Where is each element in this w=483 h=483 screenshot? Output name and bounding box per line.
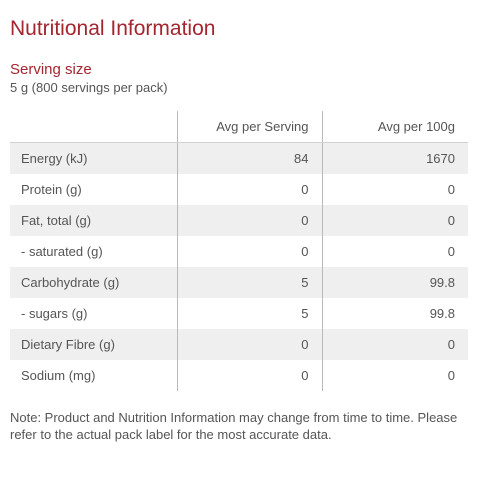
per-serving-value: 5 (176, 267, 322, 298)
table-row: Protein (g) 0 0 (10, 174, 468, 205)
per-100g-value: 0 (321, 360, 468, 391)
nutrient-name: - sugars (g) (21, 306, 88, 321)
table-row: Fat, total (g) 0 0 (10, 205, 468, 236)
per-100g-value: 99.8 (321, 267, 468, 298)
per-100g-value: 99.8 (321, 298, 468, 329)
nutrient-name: Protein (g) (21, 182, 82, 197)
per-serving-value: 0 (176, 236, 322, 267)
column-header-per-100g: Avg per 100g (321, 111, 468, 143)
serving-size-value: 5 g (800 servings per pack) (10, 80, 168, 95)
table-row: - saturated (g) 0 0 (10, 236, 468, 267)
per-serving-value: 0 (176, 205, 322, 236)
per-serving-value: 0 (176, 174, 322, 205)
nutrient-name: Fat, total (g) (10, 205, 177, 236)
per-serving-value: 0 (176, 360, 322, 391)
table-row: Carbohydrate (g) 5 99.8 (10, 267, 468, 298)
nutrition-table: Avg per Serving Avg per 100g Energy (kJ)… (10, 111, 468, 391)
nutrient-name: Dietary Fibre (g) (10, 329, 177, 360)
disclaimer-note: Note: Product and Nutrition Information … (10, 410, 458, 442)
table-row: Energy (kJ) 84 1670 (10, 142, 468, 174)
per-100g-value: 0 (321, 205, 468, 236)
per-100g-value: 0 (321, 329, 468, 360)
column-header-per-serving: Avg per Serving (176, 111, 322, 143)
table-row: Sodium (mg) 0 0 (10, 360, 468, 391)
per-serving-value: 84 (176, 142, 322, 174)
nutrient-name: Sodium (mg) (21, 368, 96, 383)
per-100g-value: 0 (321, 236, 468, 267)
per-serving-value: 0 (176, 329, 322, 360)
column-header-nutrient (10, 111, 177, 143)
serving-size-heading: Serving size (10, 61, 92, 78)
per-serving-value: 5 (176, 298, 322, 329)
table-header-row: Avg per Serving Avg per 100g (10, 111, 468, 143)
table-row: Dietary Fibre (g) 0 0 (10, 329, 468, 360)
page-title: Nutritional Information (10, 17, 216, 40)
table-row: - sugars (g) 5 99.8 (10, 298, 468, 329)
nutrient-name: Energy (kJ) (10, 142, 177, 174)
nutrient-name: - saturated (g) (21, 244, 103, 259)
nutrient-name: Carbohydrate (g) (10, 267, 177, 298)
per-100g-value: 1670 (321, 142, 468, 174)
per-100g-value: 0 (321, 174, 468, 205)
